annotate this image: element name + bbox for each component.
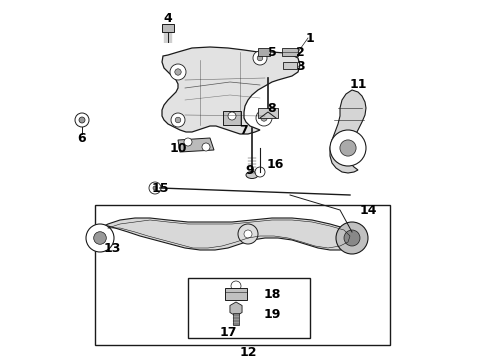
Text: 19: 19 bbox=[263, 309, 281, 321]
Circle shape bbox=[184, 138, 192, 146]
Bar bbox=[258, 48, 270, 56]
Text: 7: 7 bbox=[239, 123, 247, 136]
Text: 18: 18 bbox=[263, 288, 281, 302]
Bar bbox=[162, 24, 174, 32]
Circle shape bbox=[261, 115, 267, 121]
Circle shape bbox=[170, 64, 186, 80]
Circle shape bbox=[79, 117, 85, 123]
Bar bbox=[282, 48, 298, 56]
Bar bbox=[223, 111, 241, 125]
Text: 9: 9 bbox=[245, 163, 254, 176]
Bar bbox=[225, 288, 247, 300]
Text: 10: 10 bbox=[169, 141, 187, 154]
Bar bbox=[283, 62, 297, 69]
Polygon shape bbox=[162, 47, 300, 134]
Circle shape bbox=[340, 140, 356, 156]
Text: 4: 4 bbox=[164, 12, 172, 24]
Circle shape bbox=[202, 143, 210, 151]
Text: 12: 12 bbox=[239, 346, 257, 359]
Text: 2: 2 bbox=[295, 45, 304, 58]
Circle shape bbox=[153, 186, 157, 190]
Circle shape bbox=[344, 230, 360, 246]
Polygon shape bbox=[330, 90, 366, 173]
Circle shape bbox=[330, 130, 366, 166]
Circle shape bbox=[86, 224, 114, 252]
Bar bbox=[258, 108, 278, 118]
Circle shape bbox=[256, 110, 272, 126]
Polygon shape bbox=[178, 138, 214, 152]
Text: 6: 6 bbox=[78, 131, 86, 144]
Text: 17: 17 bbox=[219, 325, 237, 338]
Text: 16: 16 bbox=[266, 158, 284, 171]
Text: 14: 14 bbox=[359, 203, 377, 216]
Circle shape bbox=[175, 117, 181, 123]
Text: 3: 3 bbox=[295, 60, 304, 73]
Text: 13: 13 bbox=[103, 242, 121, 255]
Bar bbox=[233, 313, 239, 325]
Circle shape bbox=[238, 224, 258, 244]
Polygon shape bbox=[230, 302, 242, 316]
Circle shape bbox=[149, 182, 161, 194]
Circle shape bbox=[175, 69, 181, 75]
Circle shape bbox=[253, 51, 267, 65]
Circle shape bbox=[94, 232, 106, 244]
Text: 1: 1 bbox=[306, 31, 315, 45]
Ellipse shape bbox=[246, 171, 258, 179]
Polygon shape bbox=[100, 218, 356, 250]
Circle shape bbox=[231, 281, 241, 291]
Circle shape bbox=[75, 113, 89, 127]
Text: 5: 5 bbox=[268, 45, 276, 58]
Circle shape bbox=[171, 113, 185, 127]
Text: 15: 15 bbox=[151, 181, 169, 194]
Circle shape bbox=[336, 222, 368, 254]
Text: 8: 8 bbox=[268, 102, 276, 114]
Bar bbox=[188, 278, 310, 338]
Circle shape bbox=[257, 55, 263, 61]
Circle shape bbox=[244, 230, 252, 238]
Circle shape bbox=[255, 167, 265, 177]
Circle shape bbox=[228, 112, 236, 120]
Text: 11: 11 bbox=[349, 78, 367, 91]
Bar bbox=[95, 205, 390, 345]
